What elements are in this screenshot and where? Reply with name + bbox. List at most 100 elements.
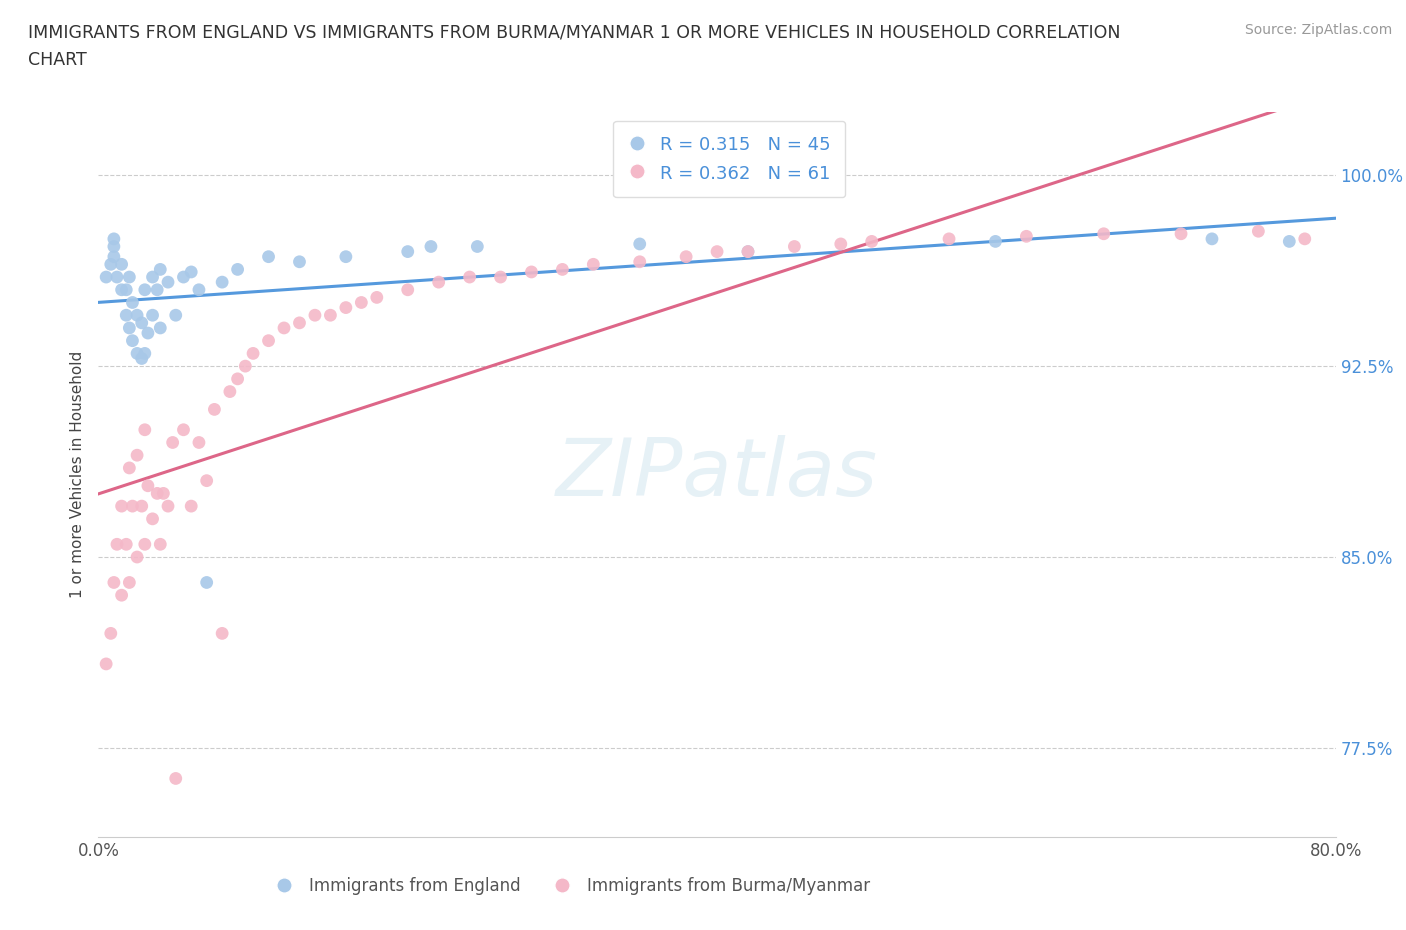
Point [180, 264, 202, 279]
Point [219, 384, 242, 399]
Point [111, 498, 132, 513]
Point [1294, 232, 1316, 246]
Point [1278, 234, 1301, 249]
Point [467, 239, 489, 254]
Point [396, 283, 419, 298]
Point [204, 402, 226, 417]
Point [737, 245, 759, 259]
Point [366, 290, 388, 305]
Text: CHART: CHART [28, 51, 87, 69]
Point [127, 346, 149, 361]
Point [180, 498, 202, 513]
Point [737, 245, 759, 259]
Point [1247, 224, 1270, 239]
Point [233, 359, 257, 374]
Point [136, 478, 159, 493]
Point [111, 588, 132, 603]
Legend: Immigrants from England, Immigrants from Burma/Myanmar: Immigrants from England, Immigrants from… [260, 870, 877, 901]
Point [121, 295, 143, 310]
Point [149, 537, 172, 551]
Text: IMMIGRANTS FROM ENGLAND VS IMMIGRANTS FROM BURMA/MYANMAR 1 OR MORE VEHICLES IN H: IMMIGRANTS FROM ENGLAND VS IMMIGRANTS FR… [28, 23, 1121, 41]
Point [335, 249, 357, 264]
Point [100, 626, 122, 641]
Point [152, 486, 174, 501]
Point [427, 274, 450, 289]
Point [288, 254, 311, 269]
Point [211, 626, 233, 641]
Point [706, 245, 728, 259]
Point [127, 308, 149, 323]
Point [257, 333, 280, 348]
Point [551, 262, 574, 277]
Point [134, 537, 156, 551]
Point [1015, 229, 1038, 244]
Text: ZIPatlas: ZIPatlas [555, 435, 879, 513]
Point [938, 232, 960, 246]
Point [134, 346, 156, 361]
Point [131, 498, 153, 513]
Point [146, 283, 169, 298]
Point [141, 308, 165, 323]
Point [157, 498, 180, 513]
Point [195, 575, 218, 590]
Point [157, 274, 180, 289]
Point [96, 657, 118, 671]
Point [419, 239, 441, 254]
Point [162, 435, 184, 450]
Point [115, 283, 138, 298]
Point [188, 283, 211, 298]
Point [396, 245, 419, 259]
Point [127, 447, 149, 462]
Point [172, 270, 194, 285]
Point [582, 257, 605, 272]
Point [118, 270, 141, 285]
Point [304, 308, 326, 323]
Point [172, 422, 194, 437]
Point [103, 239, 125, 254]
Point [273, 321, 295, 336]
Point [335, 300, 357, 315]
Point [1201, 232, 1223, 246]
Point [118, 575, 141, 590]
Point [165, 308, 187, 323]
Point [103, 575, 125, 590]
Point [458, 270, 481, 285]
Point [520, 264, 543, 279]
Point [211, 274, 233, 289]
Point [115, 537, 138, 551]
Point [226, 262, 249, 277]
Point [1092, 226, 1115, 241]
Point [195, 473, 218, 488]
Point [121, 333, 143, 348]
Point [105, 270, 128, 285]
Point [127, 550, 149, 565]
Point [141, 512, 165, 526]
Point [134, 422, 156, 437]
Point [134, 283, 156, 298]
Point [1170, 226, 1192, 241]
Point [188, 435, 211, 450]
Point [146, 486, 169, 501]
Point [226, 371, 249, 386]
Point [118, 321, 141, 336]
Point [131, 351, 153, 365]
Point [242, 346, 264, 361]
Point [103, 249, 125, 264]
Text: Source: ZipAtlas.com: Source: ZipAtlas.com [1244, 23, 1392, 37]
Point [489, 270, 512, 285]
Point [830, 236, 852, 251]
Point [105, 537, 128, 551]
Point [675, 249, 697, 264]
Point [118, 460, 141, 475]
Point [149, 262, 172, 277]
Point [350, 295, 373, 310]
Point [165, 771, 187, 786]
Point [100, 257, 122, 272]
Point [121, 498, 143, 513]
Point [628, 254, 651, 269]
Y-axis label: 1 or more Vehicles in Household: 1 or more Vehicles in Household [69, 351, 84, 598]
Point [115, 308, 138, 323]
Point [131, 315, 153, 330]
Point [628, 236, 651, 251]
Point [783, 239, 806, 254]
